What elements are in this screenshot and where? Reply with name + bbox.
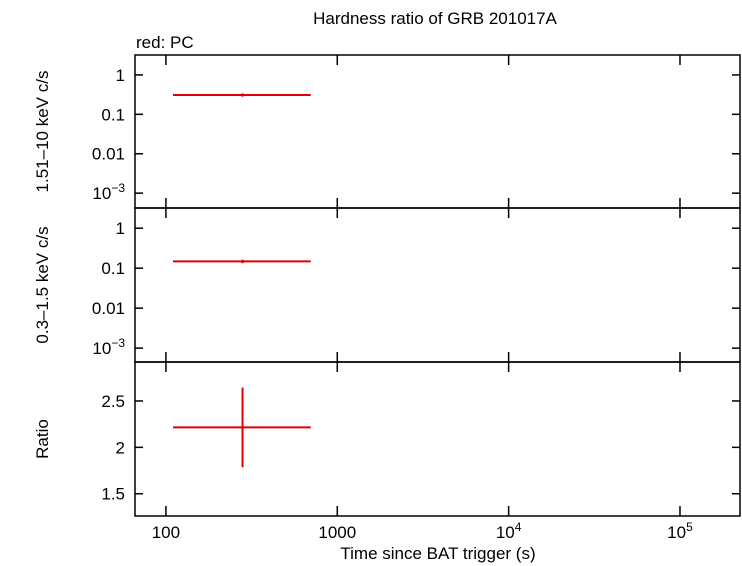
x-axis-label: Time since BAT trigger (s) bbox=[340, 544, 535, 563]
y-axis-label: 0.3–1.5 keV c/s bbox=[33, 226, 52, 343]
y-axis-label: 1.51–10 keV c/s bbox=[33, 71, 52, 193]
y-tick-label: 0.1 bbox=[101, 259, 125, 278]
panel-frame bbox=[134, 54, 741, 209]
y-tick-label: 1.5 bbox=[101, 485, 125, 504]
annotation: red: PC bbox=[136, 33, 194, 52]
y-axis-label: Ratio bbox=[33, 419, 52, 459]
y-tick-label: 2 bbox=[116, 438, 125, 457]
y-tick-label: 10−3 bbox=[92, 336, 125, 358]
y-tick-label-exponent: −3 bbox=[111, 336, 125, 350]
y-tick-label: 1 bbox=[116, 66, 125, 85]
y-tick-label: 10−3 bbox=[92, 181, 125, 203]
y-tick-label: 0.1 bbox=[101, 105, 125, 124]
y-tick-label: 0.01 bbox=[92, 299, 125, 318]
x-tick-label-base: 10 bbox=[496, 523, 515, 542]
y-tick-label: 1 bbox=[116, 219, 125, 238]
x-tick-label-exponent: 4 bbox=[515, 520, 522, 534]
x-tick-label-exponent: 5 bbox=[686, 520, 693, 534]
x-tick-label-base: 10 bbox=[667, 523, 686, 542]
x-tick-label: 100 bbox=[152, 523, 180, 542]
y-tick-label-exponent: −3 bbox=[111, 181, 125, 195]
chart-title: Hardness ratio of GRB 201017A bbox=[313, 9, 557, 28]
x-tick-label: 1000 bbox=[318, 523, 356, 542]
panel-frame bbox=[134, 207, 741, 363]
y-tick-label-base: 10 bbox=[92, 339, 111, 358]
y-tick-label: 0.01 bbox=[92, 145, 125, 164]
x-tick-label: 105 bbox=[667, 520, 693, 542]
x-tick-label: 104 bbox=[496, 520, 522, 542]
y-tick-label-base: 10 bbox=[92, 184, 111, 203]
panel-frame bbox=[134, 361, 741, 517]
y-tick-label: 2.5 bbox=[101, 392, 125, 411]
